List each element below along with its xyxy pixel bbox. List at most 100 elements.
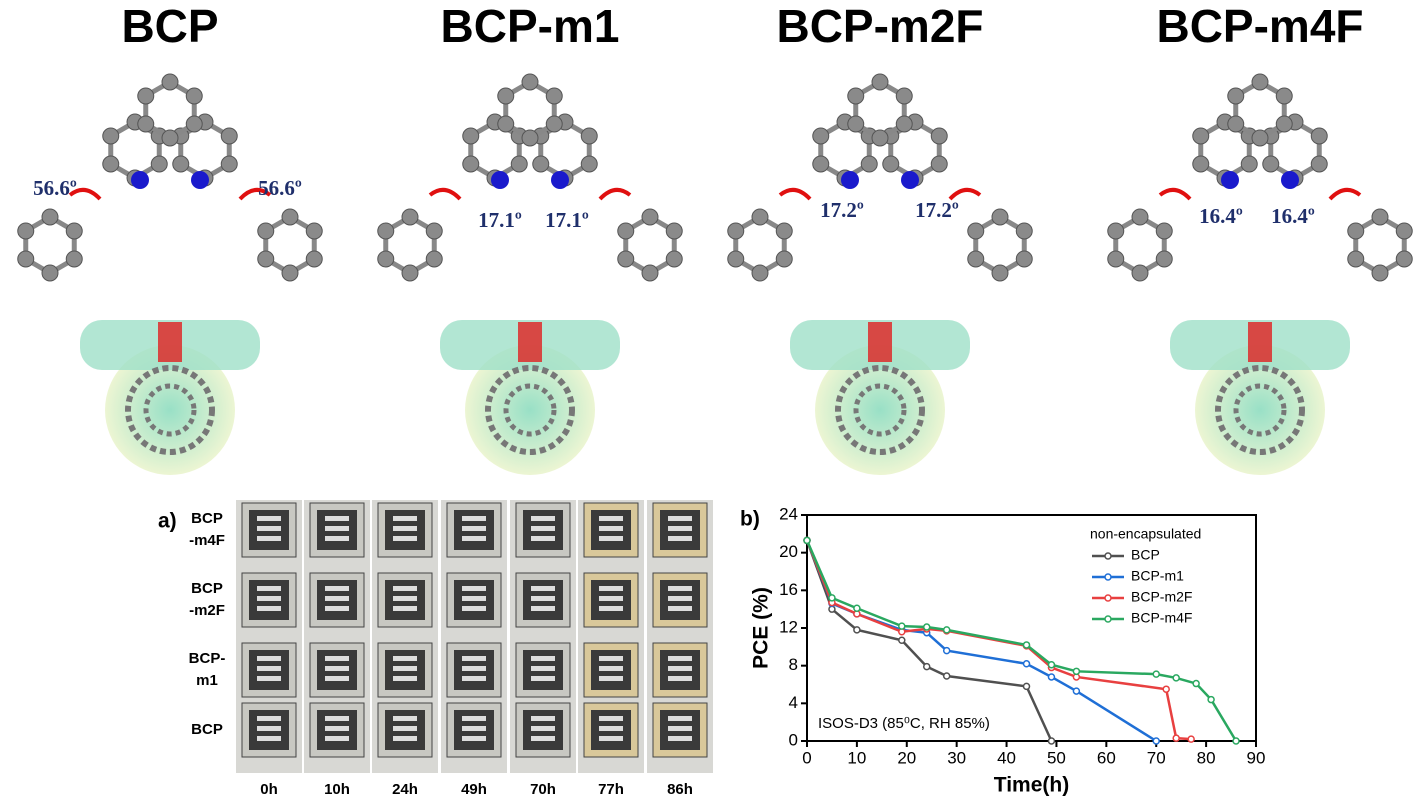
- fullerene: [503, 383, 557, 437]
- point: [1187, 735, 1195, 743]
- structure-title: BCP-m1: [441, 0, 620, 52]
- structure-title: BCP-m4F: [1156, 0, 1363, 52]
- point: [1047, 673, 1056, 681]
- pad: [325, 656, 349, 661]
- pad: [257, 676, 281, 681]
- structure-title: BCP: [121, 0, 218, 52]
- pad: [393, 536, 417, 541]
- fullerene: [485, 365, 575, 455]
- row-label: -m4F: [189, 532, 225, 549]
- point: [922, 662, 931, 671]
- nitrogen: [491, 171, 509, 189]
- atom: [812, 155, 830, 173]
- atom: [377, 250, 395, 268]
- atom: [641, 208, 659, 226]
- nitrogen: [551, 171, 569, 189]
- atom: [847, 115, 865, 133]
- x-tick-label: 40: [997, 748, 1016, 767]
- pad: [531, 526, 555, 531]
- pad: [599, 536, 623, 541]
- pad: [668, 656, 692, 661]
- y-axis-title: PCE (%): [750, 587, 773, 669]
- row-label: BCP-: [189, 650, 226, 667]
- esp-surface: [105, 345, 235, 475]
- point: [1172, 674, 1180, 682]
- atom: [102, 155, 120, 173]
- pad: [599, 666, 623, 671]
- pad: [257, 536, 281, 541]
- point: [1022, 682, 1031, 691]
- esp-red: [518, 322, 542, 362]
- atom: [871, 73, 889, 91]
- pad: [668, 666, 692, 671]
- atom: [257, 250, 275, 268]
- atom: [510, 155, 528, 173]
- point: [1207, 695, 1215, 704]
- pad: [393, 716, 417, 721]
- pad: [462, 526, 486, 531]
- angle-arc: [68, 187, 102, 201]
- time-label: 49h: [461, 781, 487, 798]
- pad: [599, 676, 623, 681]
- pad: [325, 596, 349, 601]
- pad: [393, 586, 417, 591]
- pad: [462, 606, 486, 611]
- atom: [991, 208, 1009, 226]
- pad: [462, 666, 486, 671]
- atom: [172, 155, 190, 173]
- pad: [393, 656, 417, 661]
- point: [898, 636, 906, 644]
- atom: [1371, 208, 1389, 226]
- x-axis-title: Time(h): [994, 774, 1069, 797]
- atom: [425, 250, 443, 268]
- point: [1072, 687, 1081, 695]
- y-tick-label: 24: [779, 504, 798, 523]
- pad: [393, 736, 417, 741]
- pad: [462, 586, 486, 591]
- fullerene: [143, 383, 197, 437]
- atom: [1347, 250, 1365, 268]
- atom: [137, 87, 155, 105]
- time-label: 10h: [324, 781, 350, 798]
- pad: [257, 586, 281, 591]
- pad: [462, 656, 486, 661]
- atom: [882, 155, 900, 173]
- x-tick-label: 50: [1047, 748, 1066, 767]
- pad: [257, 606, 281, 611]
- pad: [531, 656, 555, 661]
- atom: [1131, 208, 1149, 226]
- time-label: 0h: [260, 781, 278, 798]
- x-tick-label: 70: [1147, 748, 1166, 767]
- point: [922, 623, 931, 631]
- x-tick-label: 20: [897, 748, 916, 767]
- annotation: ISOS-D3 (85⁰C, RH 85%): [818, 715, 990, 732]
- point: [1232, 737, 1240, 745]
- point: [803, 536, 811, 545]
- atom: [305, 222, 323, 240]
- pad: [325, 526, 349, 531]
- point: [898, 622, 906, 630]
- atom: [751, 264, 769, 282]
- angle-arc: [598, 187, 632, 201]
- pad: [257, 716, 281, 721]
- atom: [401, 208, 419, 226]
- pad: [325, 586, 349, 591]
- pad: [599, 596, 623, 601]
- point: [1192, 679, 1200, 688]
- atom: [281, 208, 299, 226]
- pad: [668, 526, 692, 531]
- atom: [65, 222, 83, 240]
- time-label: 24h: [392, 781, 418, 798]
- atom: [930, 155, 948, 173]
- pad: [668, 716, 692, 721]
- nitrogen: [841, 171, 859, 189]
- pad: [531, 586, 555, 591]
- atom: [1310, 155, 1328, 173]
- pad: [531, 726, 555, 731]
- pad: [393, 516, 417, 521]
- atom: [1251, 129, 1269, 147]
- atom: [545, 115, 563, 133]
- pad: [325, 736, 349, 741]
- point: [1152, 670, 1160, 678]
- angle-label: 56.6º: [258, 176, 302, 200]
